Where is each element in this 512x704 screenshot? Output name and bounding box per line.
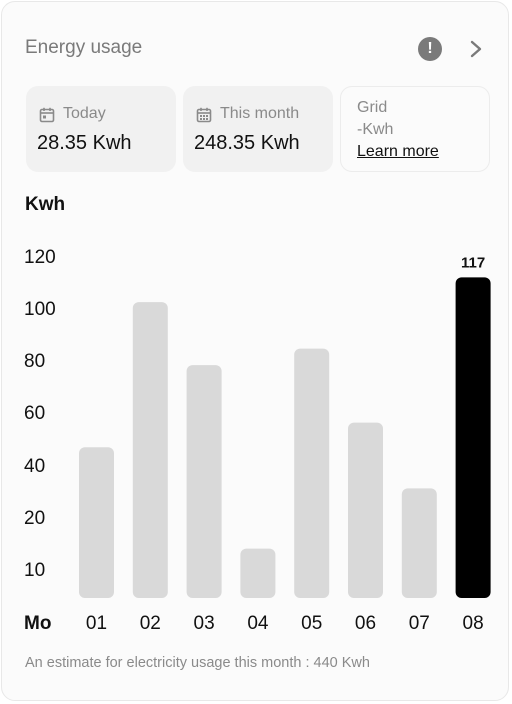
usage-bar-chart: 120 100 80 60 40 20 10 Mo 01 02 03 04 05 06 07 08 117 <box>24 247 491 634</box>
y-tick-label: 20 <box>24 508 45 529</box>
bar[interactable] <box>348 422 383 598</box>
grid-value: -Kwh <box>357 121 394 138</box>
today-value: 28.35 Kwh <box>37 132 132 154</box>
bar[interactable] <box>79 447 114 598</box>
x-tick-label: 05 <box>301 613 322 634</box>
bar[interactable] <box>186 365 222 598</box>
y-tick-label: 80 <box>24 351 45 372</box>
today-stat: Today 28.35 Kwh <box>26 86 176 172</box>
today-label: Today <box>63 105 106 122</box>
x-tick-label: 04 <box>247 613 269 634</box>
y-tick-label: 40 <box>24 456 45 477</box>
bar[interactable] <box>401 488 437 598</box>
calendar-grid-icon <box>196 107 212 123</box>
bar-value-label: 117 <box>461 254 485 271</box>
bar[interactable] <box>240 548 276 598</box>
exclamation-circle-icon[interactable]: ! <box>418 37 442 61</box>
y-tick-label: 10 <box>24 560 45 581</box>
bar-highlighted[interactable] <box>455 277 491 598</box>
x-axis-label: Mo <box>24 613 51 634</box>
y-axis-unit: Kwh <box>25 194 66 215</box>
x-tick-label: 08 <box>463 613 484 634</box>
y-tick-label: 120 <box>24 247 56 268</box>
usage-estimate-note: An estimate for electricity usage this m… <box>25 655 370 671</box>
y-tick-label: 60 <box>24 403 45 424</box>
grid-stat: Grid -Kwh Learn more <box>340 86 490 172</box>
month-value: 248.35 Kwh <box>194 132 300 154</box>
bar[interactable] <box>294 348 330 598</box>
card-title: Energy usage <box>25 37 143 58</box>
calendar-icon <box>39 107 55 123</box>
x-tick-label: 03 <box>194 613 215 634</box>
x-tick-label: 07 <box>409 613 430 634</box>
y-tick-label: 100 <box>24 299 56 320</box>
month-label: This month <box>220 105 300 122</box>
x-tick-label: 01 <box>86 613 107 634</box>
month-stat: This month 248.35 Kwh <box>183 86 333 172</box>
x-tick-label: 02 <box>140 613 161 634</box>
bar[interactable] <box>132 302 168 598</box>
chevron-right-icon[interactable] <box>468 40 484 58</box>
grid-label: Grid <box>357 99 388 116</box>
x-tick-label: 06 <box>355 613 376 634</box>
learn-more-link[interactable]: Learn more <box>357 143 439 160</box>
